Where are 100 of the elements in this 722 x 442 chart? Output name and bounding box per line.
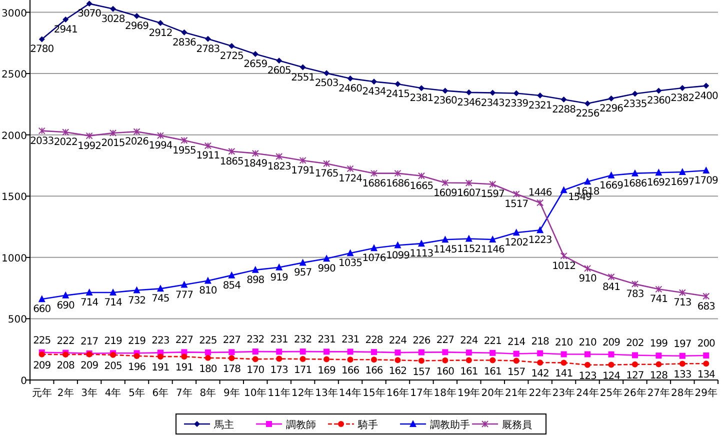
y-tick-label: 1500 bbox=[2, 192, 27, 204]
point bbox=[252, 356, 258, 362]
data-label: 2296 bbox=[600, 104, 624, 115]
legend-label: 厩務員 bbox=[502, 419, 532, 431]
data-label: 1724 bbox=[338, 174, 362, 185]
x-tick-label: 24年 bbox=[576, 387, 599, 399]
point bbox=[181, 354, 188, 360]
point bbox=[371, 349, 377, 356]
point bbox=[156, 284, 164, 292]
data-label: 1955 bbox=[172, 145, 196, 156]
data-label: 2415 bbox=[386, 88, 410, 100]
data-label: 210 bbox=[554, 337, 573, 348]
point bbox=[678, 168, 686, 175]
x-tick-label: 20年 bbox=[481, 387, 504, 399]
point bbox=[300, 348, 306, 355]
point bbox=[703, 352, 710, 358]
data-label: 210 bbox=[578, 337, 596, 348]
data-label: 777 bbox=[175, 290, 194, 301]
point bbox=[110, 6, 116, 12]
point bbox=[228, 271, 236, 278]
data-label: 1849 bbox=[244, 158, 268, 170]
data-label: 1146 bbox=[480, 244, 504, 256]
point bbox=[679, 352, 686, 359]
point bbox=[156, 132, 164, 140]
point bbox=[86, 288, 93, 296]
data-label: 222 bbox=[56, 336, 75, 347]
data-label: 2725 bbox=[220, 50, 244, 62]
point bbox=[204, 354, 211, 361]
point bbox=[204, 142, 212, 150]
point bbox=[394, 350, 401, 356]
data-label: 205 bbox=[104, 360, 122, 372]
data-label: 160 bbox=[436, 366, 454, 378]
point bbox=[513, 350, 520, 357]
data-label: 200 bbox=[697, 338, 716, 350]
data-label: 199 bbox=[650, 338, 668, 350]
x-tick-label: 26年 bbox=[624, 387, 646, 399]
x-tick-label: 25年 bbox=[600, 387, 623, 399]
data-label: 1791 bbox=[291, 165, 315, 176]
point bbox=[324, 70, 330, 76]
point bbox=[631, 169, 638, 176]
point bbox=[560, 252, 568, 260]
x-tick-label: 28年 bbox=[671, 387, 694, 399]
data-label: 228 bbox=[365, 335, 383, 346]
data-label: 227 bbox=[222, 335, 241, 346]
data-label: 745 bbox=[152, 294, 170, 305]
x-tick-label: 7年 bbox=[176, 387, 192, 399]
data-label: 1669 bbox=[600, 180, 624, 192]
data-label: 2382 bbox=[670, 93, 694, 104]
data-label: 219 bbox=[128, 336, 146, 348]
point bbox=[38, 295, 46, 302]
data-label: 141 bbox=[554, 368, 573, 380]
point bbox=[228, 42, 235, 49]
point bbox=[110, 288, 117, 296]
data-label: 123 bbox=[578, 370, 596, 382]
data-label: 2026 bbox=[125, 136, 149, 148]
data-label: 1697 bbox=[670, 176, 694, 188]
point bbox=[489, 180, 496, 188]
point bbox=[702, 166, 710, 174]
data-label: 2346 bbox=[457, 97, 481, 108]
data-label: 990 bbox=[318, 264, 336, 275]
point bbox=[347, 348, 354, 355]
data-label: 2360 bbox=[433, 96, 458, 107]
point bbox=[560, 186, 568, 194]
data-label: 217 bbox=[80, 336, 98, 348]
point bbox=[371, 78, 377, 85]
data-label: 2321 bbox=[528, 100, 552, 112]
point bbox=[608, 171, 615, 178]
point bbox=[608, 351, 614, 358]
point bbox=[181, 29, 188, 36]
x-tick-label: 27年 bbox=[647, 387, 670, 399]
data-label: 2659 bbox=[244, 59, 268, 70]
x-tick-label: 8年 bbox=[200, 387, 216, 399]
data-label: 910 bbox=[578, 273, 596, 284]
point bbox=[512, 228, 520, 236]
data-label: 161 bbox=[484, 366, 502, 378]
point bbox=[512, 190, 520, 198]
point bbox=[466, 89, 472, 96]
point bbox=[276, 348, 282, 355]
point bbox=[62, 128, 70, 136]
legend-label: 馬主 bbox=[213, 419, 234, 431]
data-label: 231 bbox=[318, 334, 336, 346]
data-label: 209 bbox=[80, 360, 98, 372]
point bbox=[299, 156, 306, 164]
point bbox=[442, 349, 448, 356]
data-label: 1223 bbox=[528, 235, 552, 246]
data-label: 741 bbox=[650, 294, 668, 306]
data-label: 166 bbox=[365, 366, 383, 377]
point bbox=[276, 153, 283, 160]
x-tick-label: 15年 bbox=[362, 387, 386, 399]
point bbox=[134, 352, 140, 359]
point bbox=[110, 130, 117, 136]
point bbox=[537, 360, 544, 366]
data-label: 3070 bbox=[78, 8, 102, 20]
data-label: 170 bbox=[246, 365, 264, 376]
data-label: 127 bbox=[626, 370, 644, 382]
data-label: 1911 bbox=[196, 150, 220, 162]
data-label: 713 bbox=[674, 298, 692, 309]
data-label: 2783 bbox=[196, 44, 220, 55]
data-label: 134 bbox=[697, 370, 716, 381]
data-label: 225 bbox=[199, 335, 217, 346]
